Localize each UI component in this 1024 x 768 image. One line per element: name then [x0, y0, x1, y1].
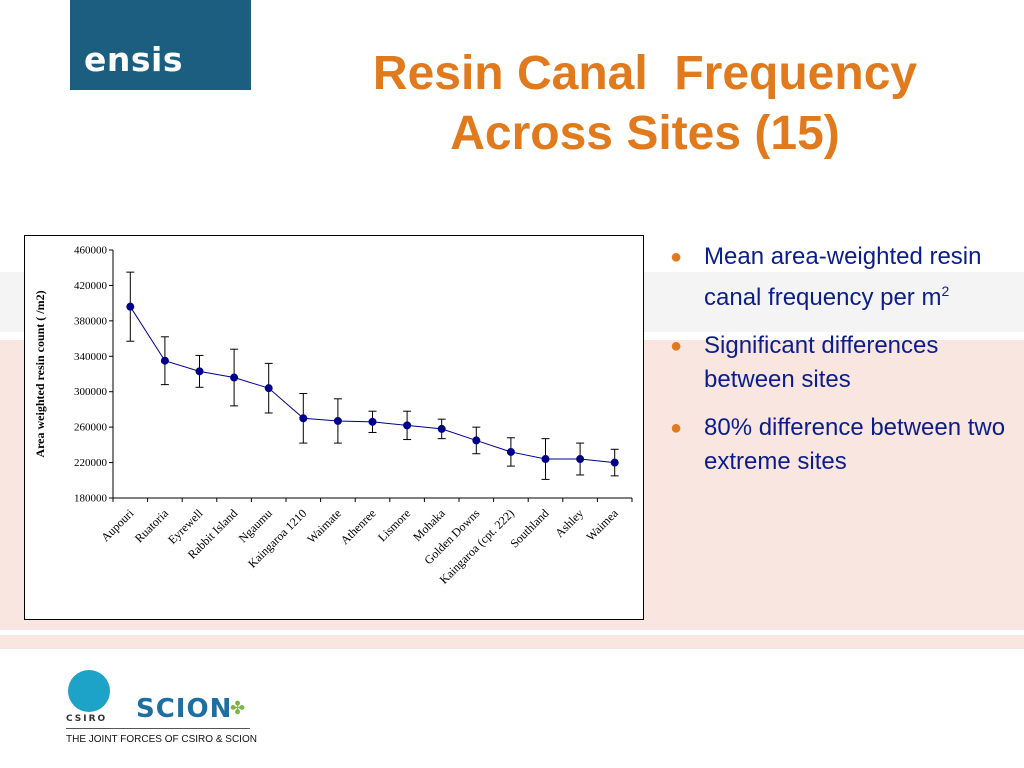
bullet-dot-icon: ●: [670, 246, 683, 268]
data-point: [299, 414, 308, 423]
y-tick-label: 340000: [74, 351, 108, 363]
y-tick-label: 180000: [74, 493, 108, 505]
data-point: [610, 458, 619, 467]
y-axis-title: Area weighted resin count ( /m2): [33, 290, 47, 457]
ensis-logo: ensis: [70, 0, 251, 90]
data-point: [576, 455, 585, 464]
slide-title: Resin Canal Frequency Across Sites (15): [290, 44, 1000, 164]
scion-leaf-icon: ✤: [230, 698, 246, 718]
data-point: [403, 421, 412, 430]
data-point: [126, 302, 135, 311]
y-tick-label: 420000: [74, 280, 108, 292]
resin-canal-chart: 180000 220000 260000 300000 340000 380000 4200…: [33, 245, 633, 587]
data-point: [472, 436, 481, 445]
bullet-item: ● Mean area-weighted resin canal frequenc…: [666, 240, 1016, 315]
bullet-dot-icon: ●: [670, 335, 683, 357]
bullet-list: ● Mean area-weighted resin canal frequenc…: [666, 240, 1016, 493]
scion-logo-text: SCION: [136, 694, 233, 724]
x-tick-label: Ruatoria: [132, 506, 172, 546]
y-tick-label: 460000: [74, 245, 108, 257]
data-point: [333, 416, 342, 425]
data-point: [506, 447, 515, 456]
chart-frame: 180000 220000 260000 300000 340000 380000 4200…: [24, 235, 644, 620]
bullet-item: ● Significant differences between sites: [666, 329, 1016, 397]
bullet-text: 80% difference between two extreme sites: [704, 414, 1006, 475]
x-tick-label: Ashley: [552, 506, 586, 540]
bullet-dot-icon: ●: [670, 417, 683, 439]
y-tick-label: 220000: [74, 457, 108, 469]
footer-divider: [66, 728, 250, 729]
x-tick-label: Waimate: [304, 506, 344, 546]
data-point: [230, 373, 239, 382]
x-tick-label: Waimea: [583, 506, 621, 544]
bullet-text: Mean area-weighted resin canal frequency…: [704, 243, 982, 311]
bullet-item: ● 80% difference between two extreme site…: [666, 411, 1016, 479]
background-band-bottom: [0, 635, 1024, 649]
series-line: [129, 306, 615, 464]
data-point: [160, 356, 169, 365]
x-tick-label: Aupouri: [98, 506, 137, 545]
x-tick-label: Athenree: [338, 506, 379, 547]
data-point: [541, 455, 550, 464]
data-point: [195, 367, 204, 376]
x-tick-label: Southland: [507, 506, 551, 550]
slide-title-line2: Across Sites (15): [450, 107, 840, 160]
y-tick-label: 260000: [74, 422, 108, 434]
y-tick-label: 300000: [74, 386, 108, 398]
csiro-logo-icon: [68, 670, 110, 712]
csiro-logo-text: CSIRO: [66, 714, 108, 724]
x-tick-label: Lismore: [375, 506, 413, 544]
footer-caption: THE JOINT FORCES OF CSIRO & SCION: [66, 734, 257, 745]
partner-logos: CSIRO SCION ✤: [66, 668, 256, 748]
bullet-superscript: 2: [941, 283, 950, 299]
ensis-logo-text: ensis: [84, 40, 183, 79]
y-tick-label: 380000: [74, 315, 108, 327]
data-point: [437, 424, 446, 433]
slide-title-line1: Resin Canal Frequency: [372, 47, 918, 100]
bullet-text: Significant differences between sites: [704, 332, 939, 393]
data-point: [368, 417, 377, 426]
data-point: [264, 384, 273, 393]
